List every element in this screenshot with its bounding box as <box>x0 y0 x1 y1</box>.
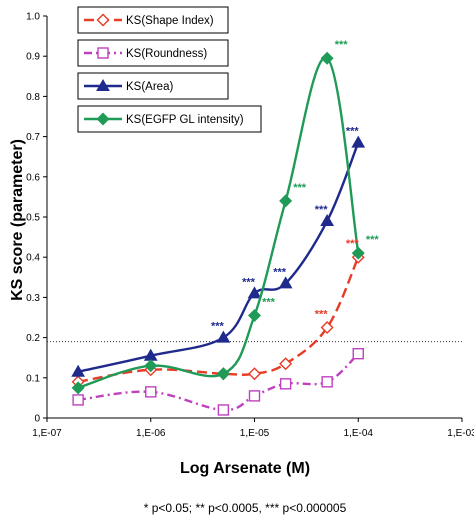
data-point <box>145 386 157 398</box>
significance-label: *** <box>273 266 287 278</box>
legend-label: KS(Roundness) <box>126 48 207 60</box>
legend-label: KS(Area) <box>126 81 173 93</box>
x-tick-label: 1,E-06 <box>136 428 166 439</box>
data-point <box>144 359 158 373</box>
data-point <box>217 404 230 416</box>
series-ks-roundness <box>72 347 364 416</box>
x-tick-label: 1,E-07 <box>32 428 62 439</box>
footnote: * p<0.05; ** p<0.0005, *** p<0.000005 <box>144 501 347 515</box>
legend-item-ks-shape-index: KS(Shape Index) <box>77 6 229 34</box>
significance-layer: *** *** *** *** *** *** *** *** *** *** *** <box>211 39 379 332</box>
data-point <box>247 286 262 299</box>
data-point <box>248 390 261 402</box>
axes: 0 0.1 0.2 0.3 0.4 0.5 0.6 0.7 0.8 0.9 1.0 1,E-07 1,E… <box>26 12 474 440</box>
series-ks-egfp-gl-intensity <box>71 51 365 395</box>
data-point <box>278 276 293 289</box>
y-tick-label: 0.6 <box>26 172 40 183</box>
significance-label: *** <box>315 309 329 321</box>
data-point <box>71 364 85 377</box>
data-point <box>321 376 333 388</box>
y-tick-label: 0.3 <box>26 293 40 304</box>
data-point <box>71 381 85 395</box>
x-tick-label: 1,E-04 <box>344 428 374 439</box>
y-tick-label: 0.5 <box>26 213 40 224</box>
data-point <box>320 51 334 65</box>
data-point <box>352 347 364 360</box>
data-point <box>279 194 293 208</box>
data-point <box>216 330 231 343</box>
significance-label: *** <box>335 39 349 51</box>
data-point <box>351 135 366 148</box>
y-tick-label: 0.2 <box>26 333 40 344</box>
legend-marker <box>97 47 109 59</box>
series-line <box>77 56 360 389</box>
legend-item-ks-egfp-gl-intensity: KS(EGFP GL intensity) <box>77 105 262 133</box>
significance-label: *** <box>242 276 256 288</box>
x-tick-label: 1,E-05 <box>240 428 270 439</box>
data-point <box>351 246 365 260</box>
legend: KS(Shape Index) KS(Roundness) KS(Area) KS(E… <box>77 6 262 133</box>
series-line <box>77 142 360 373</box>
y-tick-label: 0.1 <box>26 373 40 384</box>
series-ks-area <box>71 135 366 377</box>
legend-marker <box>96 112 110 126</box>
x-tick-label: 1,E-03 <box>447 428 474 439</box>
data-point <box>279 378 292 390</box>
legend-item-ks-area: KS(Area) <box>77 72 229 100</box>
legend-marker <box>96 78 110 91</box>
significance-label: *** <box>346 238 360 250</box>
data-point <box>248 309 261 322</box>
y-tick-label: 1.0 <box>26 12 40 23</box>
y-tick-label: 0.4 <box>26 253 40 264</box>
x-axis-title: Log Arsenate (M) <box>180 460 310 477</box>
significance-label: *** <box>366 234 380 246</box>
data-point <box>279 357 293 371</box>
data-point <box>216 367 230 381</box>
y-tick-label: 0.7 <box>26 132 40 143</box>
data-point <box>320 214 334 227</box>
data-point <box>320 321 334 335</box>
data-point <box>72 394 84 406</box>
significance-label: *** <box>211 321 225 333</box>
significance-label: *** <box>346 126 360 138</box>
y-axis-title: KS score (parameter) <box>9 139 26 301</box>
significance-label: *** <box>262 296 276 308</box>
data-point <box>248 367 261 381</box>
legend-marker <box>96 13 110 27</box>
y-tick-label: 0.8 <box>26 92 40 103</box>
significance-label: *** <box>315 204 329 216</box>
significance-label: *** <box>293 182 307 194</box>
legend-label: KS(EGFP GL intensity) <box>126 114 244 126</box>
legend-item-ks-roundness: KS(Roundness) <box>77 39 229 67</box>
legend-label: KS(Shape Index) <box>126 15 214 27</box>
y-tick-label: 0.9 <box>26 52 40 63</box>
series-layer <box>71 51 366 416</box>
y-tick-label: 0 <box>34 414 40 425</box>
